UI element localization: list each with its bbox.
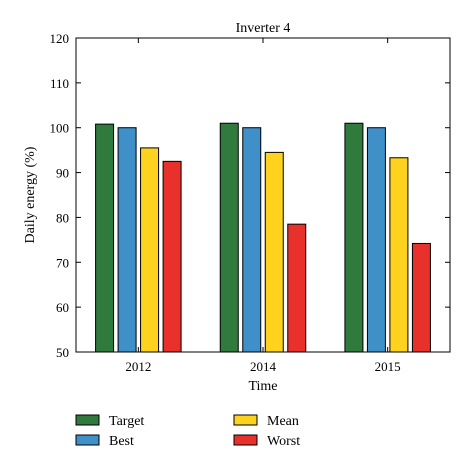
legend-swatch-mean bbox=[233, 414, 258, 426]
legend-swatch-target bbox=[75, 414, 100, 426]
y-tick-label: 50 bbox=[56, 345, 69, 360]
bar-best-2015 bbox=[366, 127, 386, 353]
bar-mean-2015 bbox=[389, 157, 409, 353]
bar-target-2014 bbox=[219, 122, 239, 353]
x-tick-label: 2014 bbox=[250, 359, 277, 374]
y-tick-label: 70 bbox=[56, 255, 69, 270]
chart-title: Inverter 4 bbox=[236, 21, 291, 36]
y-axis-label: Daily energy (%) bbox=[23, 146, 38, 243]
bar-worst-2012 bbox=[162, 160, 182, 353]
x-tick-label: 2015 bbox=[375, 359, 401, 374]
x-tick-label: 2012 bbox=[125, 359, 151, 374]
y-tick-label: 110 bbox=[50, 76, 69, 91]
legend-label-worst: Worst bbox=[267, 434, 300, 449]
bar-best-2012 bbox=[117, 127, 137, 353]
x-axis: 2012 2014 2015 bbox=[125, 38, 401, 374]
bar-target-2015 bbox=[344, 122, 364, 353]
legend-label-target: Target bbox=[109, 414, 144, 429]
legend-label-mean: Mean bbox=[267, 414, 299, 429]
legend-swatch-best bbox=[75, 434, 100, 446]
bars-group bbox=[95, 122, 431, 353]
legend: Target Best Mean Worst bbox=[75, 414, 300, 449]
bar-best-2014 bbox=[242, 127, 262, 353]
legend-swatch-worst bbox=[233, 434, 258, 446]
y-tick-label: 100 bbox=[50, 121, 70, 136]
bar-mean-2014 bbox=[264, 151, 284, 353]
bar-worst-2015 bbox=[411, 242, 431, 353]
y-axis: 50 60 70 80 90 100 110 120 bbox=[50, 31, 450, 360]
y-tick-label: 90 bbox=[56, 166, 69, 181]
bar-target-2012 bbox=[95, 123, 115, 353]
y-tick-label: 60 bbox=[56, 300, 69, 315]
bar-mean-2012 bbox=[140, 147, 160, 353]
bar-worst-2014 bbox=[287, 223, 307, 353]
y-tick-label: 120 bbox=[50, 31, 70, 46]
legend-label-best: Best bbox=[109, 434, 134, 449]
x-axis-label: Time bbox=[248, 379, 277, 394]
y-tick-label: 80 bbox=[56, 210, 69, 225]
